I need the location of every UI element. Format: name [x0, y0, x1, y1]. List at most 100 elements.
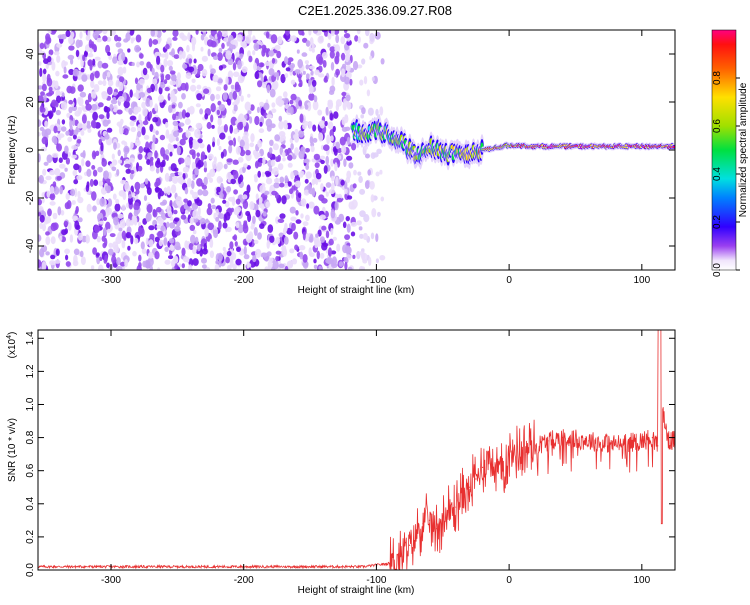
noise-cell: [79, 91, 87, 98]
noise-cell: [64, 145, 69, 154]
noise-cell: [130, 192, 136, 197]
noise-cell: [235, 99, 240, 104]
noise-cell: [328, 238, 334, 246]
noise-cell: [112, 91, 118, 96]
noise-cell: [107, 248, 114, 256]
noise-cell: [121, 52, 126, 62]
noise-cell: [287, 181, 292, 187]
noise-cell: [331, 76, 335, 87]
noise-cell: [178, 263, 182, 268]
noise-cell: [268, 50, 275, 57]
noise-cell: [344, 180, 348, 190]
noise-cell: [65, 30, 71, 38]
noise-cell: [146, 87, 152, 94]
noise-cell: [356, 30, 361, 35]
noise-cell: [130, 235, 134, 245]
noise-cell: [185, 129, 190, 138]
noise-cell: [183, 198, 189, 203]
noise-cell: [172, 120, 179, 126]
noise-cell: [139, 61, 145, 66]
noise-cell: [316, 53, 323, 62]
noise-cell: [144, 115, 148, 122]
colorbar-tick-label: 0.0: [712, 263, 723, 277]
noise-cell: [217, 125, 221, 135]
colorbar-label: Normalized spectral amplitude: [738, 82, 749, 217]
noise-cell: [284, 175, 289, 184]
snr-plot-area: [38, 330, 675, 570]
noise-cell: [105, 44, 111, 54]
noise-cell: [322, 242, 329, 247]
noise-cell: [379, 169, 383, 175]
noise-cell: [314, 162, 320, 169]
noise-cell: [233, 104, 238, 112]
noise-cell: [249, 201, 255, 210]
noise-cell: [79, 250, 84, 258]
noise-cell: [123, 100, 130, 109]
noise-cell: [217, 117, 222, 126]
noise-cell: [82, 125, 87, 131]
noise-cell: [218, 145, 222, 151]
noise-cell: [363, 76, 368, 85]
noise-cell: [173, 130, 180, 138]
noise-cell: [131, 62, 135, 67]
noise-cell: [317, 109, 323, 116]
noise-cell: [128, 194, 133, 199]
noise-cell: [130, 37, 136, 42]
noise-cell: [137, 153, 143, 160]
noise-cell: [271, 57, 276, 64]
noise-cell: [60, 126, 67, 132]
noise-cell: [192, 230, 197, 235]
noise-cell: [329, 50, 335, 59]
noise-cell: [100, 142, 104, 152]
noise-cell: [230, 178, 236, 185]
snr-xtick-label: -100: [366, 575, 386, 586]
noise-cell: [294, 244, 299, 251]
noise-cell: [43, 216, 49, 225]
noise-cell: [181, 93, 186, 100]
noise-cell: [59, 163, 66, 169]
noise-cell: [101, 62, 109, 69]
noise-cell: [219, 132, 226, 140]
noise-cell: [178, 101, 183, 109]
noise-cell: [273, 80, 279, 90]
noise-cell: [177, 157, 185, 164]
noise-cell: [191, 78, 196, 84]
noise-cell: [325, 155, 330, 166]
snr-ytick-label: 0.6: [25, 463, 36, 477]
noise-cell: [210, 93, 215, 102]
noise-cell: [230, 207, 234, 213]
noise-cell: [169, 151, 173, 157]
noise-cell: [335, 68, 340, 76]
noise-cell: [91, 165, 96, 170]
noise-cell: [294, 134, 300, 143]
noise-cell: [192, 258, 199, 266]
noise-cell: [141, 248, 147, 255]
noise-cell: [118, 159, 123, 164]
noise-cell: [375, 171, 380, 177]
noise-cell: [110, 30, 116, 36]
noise-cell: [352, 183, 357, 189]
noise-cell: [283, 91, 288, 98]
noise-cell: [191, 180, 195, 190]
noise-cell: [257, 139, 263, 148]
noise-cell: [203, 176, 208, 186]
noise-cell: [274, 44, 281, 51]
noise-cell: [308, 46, 313, 52]
noise-cell: [184, 156, 191, 166]
noise-cell: [279, 100, 285, 106]
noise-cell: [111, 166, 117, 172]
noise-cell: [253, 227, 258, 236]
noise-cell: [116, 265, 123, 270]
noise-cell: [57, 206, 62, 216]
noise-cell: [154, 82, 158, 92]
noise-cell: [55, 248, 60, 256]
noise-cell: [54, 259, 61, 264]
noise-cell: [51, 30, 57, 34]
noise-cell: [356, 220, 362, 226]
noise-cell: [170, 163, 177, 172]
noise-cell: [189, 224, 196, 231]
noise-cell: [308, 247, 312, 256]
noise-cell: [217, 52, 223, 61]
noise-cell: [289, 206, 296, 214]
noise-cell: [155, 160, 161, 169]
